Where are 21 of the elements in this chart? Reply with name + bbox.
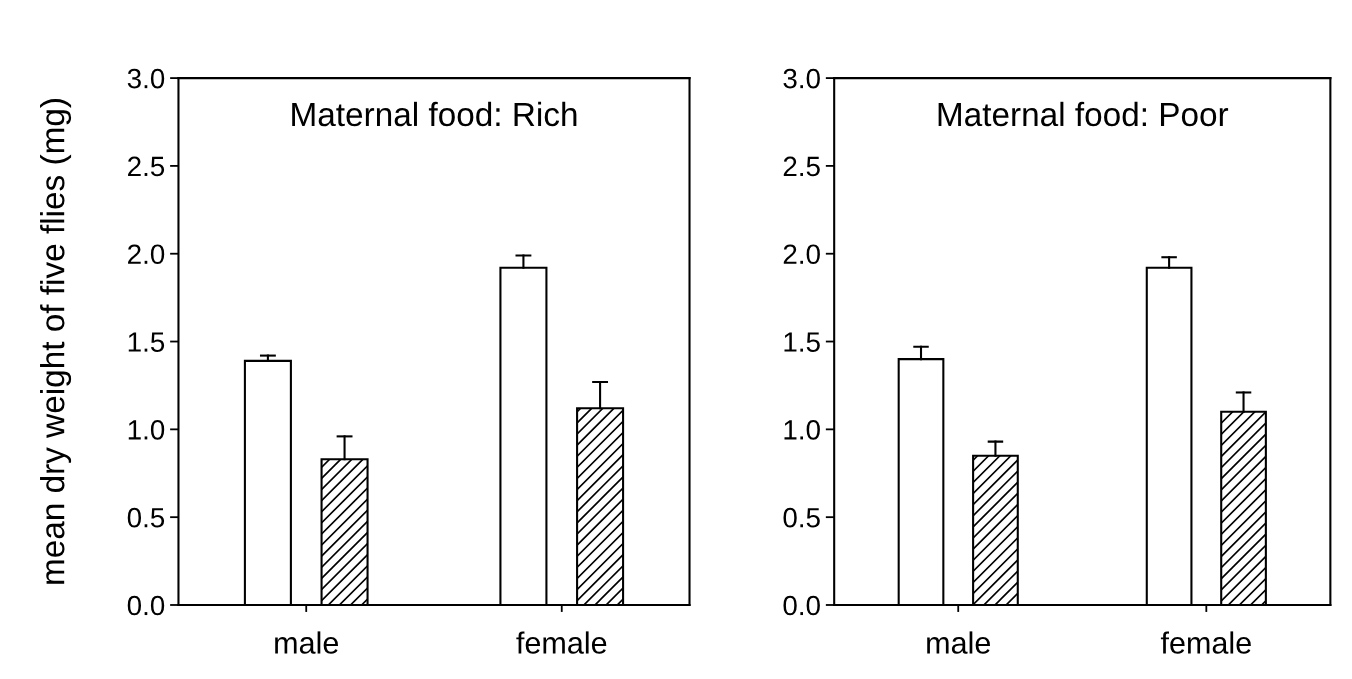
y-tick-label: 1.5 <box>128 332 165 352</box>
x-tick-label: male <box>927 631 990 654</box>
text: Maternal food: Poor <box>938 101 1229 127</box>
y-axis-title: mean dry weight of five flies (mg) <box>40 99 72 584</box>
y-tick-label: 2.5 <box>783 156 820 177</box>
text: Maternal food: Rich <box>292 101 577 127</box>
y-tick-label: 0.0 <box>127 595 165 616</box>
x-tick-label: male <box>275 631 338 654</box>
y-tick-label: 3.0 <box>783 68 820 89</box>
y-tick-label: 1.0 <box>128 420 165 440</box>
y-tick-label: 3.0 <box>127 68 165 89</box>
x-tick-label: female <box>516 631 607 654</box>
y-tick-label: 1.0 <box>784 420 820 440</box>
y-tick-label: 2.0 <box>128 244 165 265</box>
y-tick-label: 2.5 <box>128 156 165 177</box>
x-tick-label: female <box>1160 631 1251 654</box>
y-tick-label: 1.5 <box>784 332 820 352</box>
y-tick-label: 0.5 <box>127 507 165 528</box>
y-tick-label: 0.0 <box>783 595 820 616</box>
y-tick-label: 0.5 <box>783 507 820 528</box>
y-tick-label: 2.0 <box>783 244 820 265</box>
